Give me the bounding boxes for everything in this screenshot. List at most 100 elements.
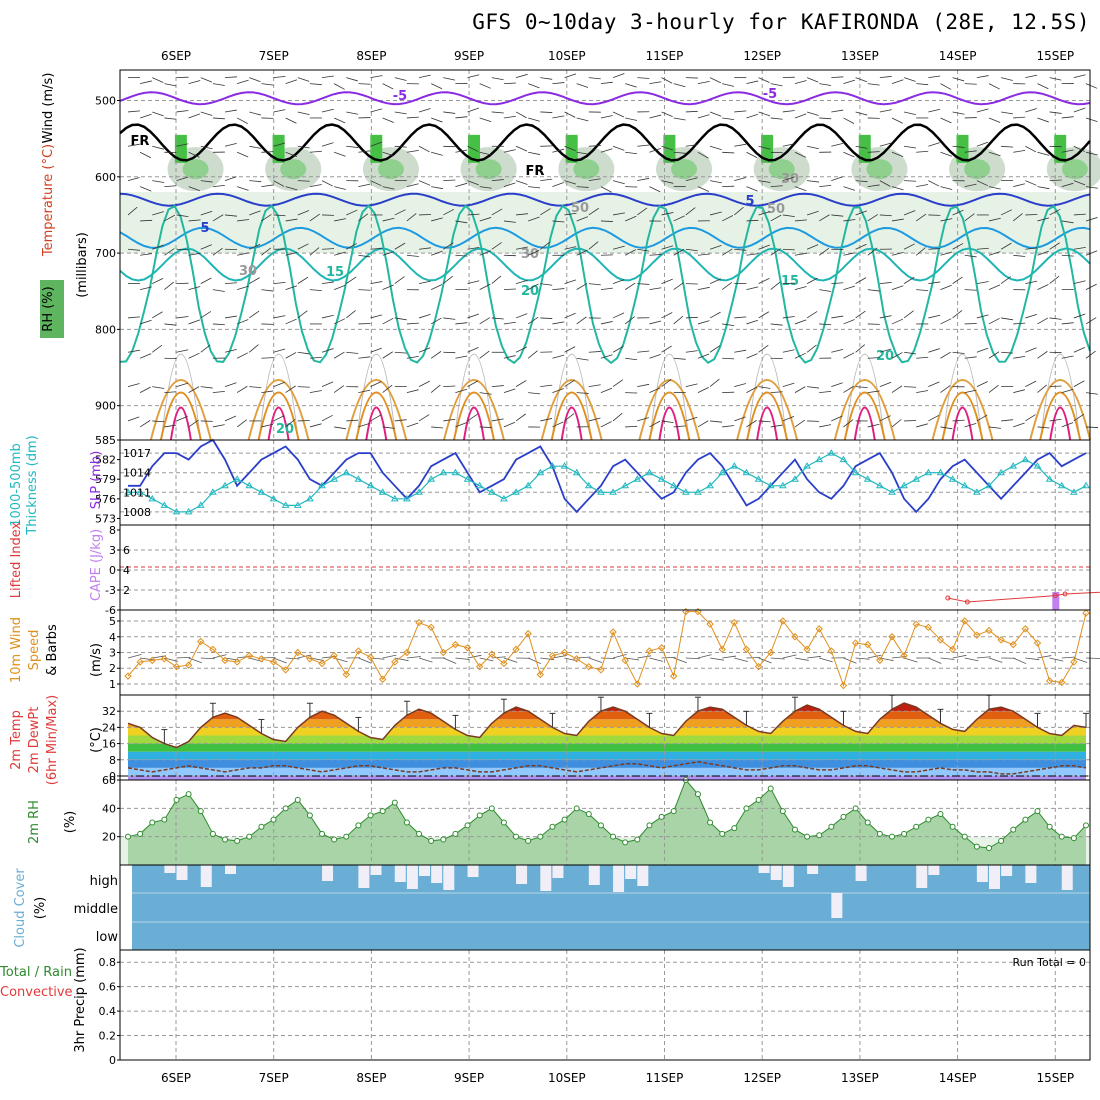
rh-shade-core <box>377 159 404 180</box>
wind-barb <box>297 386 310 388</box>
wind-barb <box>1085 392 1098 395</box>
wind-barb <box>1013 322 1026 325</box>
wind-barb <box>867 423 880 428</box>
wind-barb <box>455 149 468 153</box>
rh-marker <box>561 816 568 823</box>
wind-barb <box>333 318 346 325</box>
wind-barb <box>370 414 382 422</box>
wind-barb <box>710 420 723 423</box>
cloud-unit-label: (%) <box>33 897 48 920</box>
thickness-marker <box>306 494 314 502</box>
wind-barb <box>431 217 443 222</box>
rh-marker <box>549 823 556 830</box>
rh-marker <box>707 819 714 826</box>
wind-barb <box>746 253 759 256</box>
wind-barb <box>807 145 819 150</box>
wind-barb <box>952 209 964 216</box>
wind-barb <box>236 151 249 158</box>
wind-barb <box>734 248 747 251</box>
temp-color-band <box>128 759 1086 768</box>
wind-barb <box>334 426 347 430</box>
wind-barb <box>794 419 806 428</box>
wind-barb <box>794 151 807 158</box>
wind-barb <box>503 149 516 153</box>
wind-barb <box>734 349 747 353</box>
cloud-gap-high <box>176 865 188 880</box>
wind-barb <box>273 381 285 387</box>
run-total-label: Run Total = 0 <box>1013 956 1087 969</box>
wind-barb <box>758 244 770 250</box>
wind-barb <box>709 145 722 150</box>
wind-barb <box>528 250 540 256</box>
thickness-marker <box>730 462 739 469</box>
precip-tick-label: 0.4 <box>99 1005 117 1018</box>
wind-barb <box>734 143 747 147</box>
slp-tick-label: 1011 <box>123 486 151 499</box>
wind-barb <box>600 287 613 291</box>
wind-barb <box>503 220 516 223</box>
wind-barb <box>443 77 456 81</box>
wind-barb <box>843 186 856 191</box>
cloud-gap-middle <box>831 893 843 918</box>
wind-barb <box>1061 355 1074 359</box>
wind-barb <box>285 385 296 393</box>
contour-label: 30 <box>239 264 257 279</box>
temperature-contour <box>119 123 1091 162</box>
wind-barb <box>309 289 322 292</box>
wind-speed-line <box>127 611 1087 688</box>
wind-barb <box>188 219 201 222</box>
wind-barb <box>612 212 625 216</box>
wind-barb <box>1025 108 1037 113</box>
wind-barb <box>273 415 285 422</box>
wind-barb-10m <box>612 653 627 659</box>
cloud-gap-high <box>431 865 443 883</box>
wind-barb <box>188 151 200 158</box>
wind-barb <box>200 277 212 284</box>
top-date-label: 15SEP <box>1036 49 1074 63</box>
wind-barb <box>1025 74 1038 79</box>
wind-barb-10m <box>952 654 967 659</box>
thickness-marker <box>597 488 605 495</box>
warm-contour <box>638 379 701 441</box>
temperature-axis-label: Temperature (°C) <box>41 144 56 257</box>
wind-barb <box>176 248 189 251</box>
wind-barb <box>285 79 298 85</box>
wind-barb <box>685 110 698 113</box>
wind-barb <box>904 351 917 355</box>
top-date-label: 9SEP <box>454 49 484 63</box>
wind-barb <box>418 280 431 284</box>
temp-color-band <box>128 735 1086 744</box>
wind-barb-10m <box>467 654 482 659</box>
wind-barb <box>1085 151 1098 156</box>
wind-speed-marker <box>354 647 363 655</box>
wind-speed-marker <box>851 639 860 647</box>
cloud-gap-high <box>928 865 940 875</box>
thickness-marker <box>269 494 278 502</box>
wind-barb <box>879 381 892 387</box>
wind-barb-10m <box>710 657 724 661</box>
wind-barb <box>467 247 480 250</box>
wind-barb <box>952 145 965 148</box>
wind-speed-marker <box>888 633 896 641</box>
wind-speed-marker <box>912 620 920 628</box>
thickness-marker <box>439 468 448 476</box>
wind-barb <box>1061 182 1074 188</box>
wind-barb <box>212 83 225 86</box>
wind-barb <box>891 251 904 256</box>
wind-barb <box>661 345 672 353</box>
temp-tick-label: 8 <box>109 754 116 767</box>
cloud-gap-high <box>1025 865 1037 883</box>
wind-barb <box>237 252 249 256</box>
wind-barb <box>855 77 868 83</box>
wind-barb <box>418 247 431 250</box>
wind-barb <box>685 248 698 252</box>
thickness-marker <box>281 501 290 508</box>
warm-contour <box>365 406 388 441</box>
wind-barb <box>285 117 297 124</box>
wind-barb <box>321 314 334 319</box>
wind-barb <box>285 419 296 428</box>
wind-barb <box>831 348 844 353</box>
wind-barb <box>200 145 213 150</box>
wind-barb <box>661 180 674 184</box>
wind-barb <box>200 180 213 183</box>
